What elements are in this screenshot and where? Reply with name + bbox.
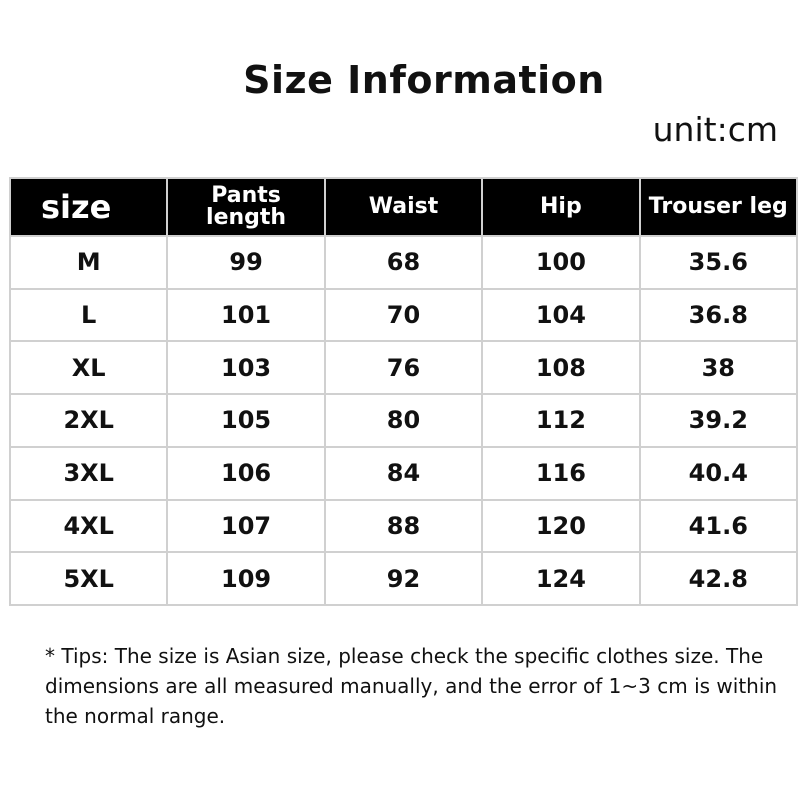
cell-size: M xyxy=(8,235,169,290)
cell-waist: 76 xyxy=(323,340,484,396)
size-table: size Pants length Waist Hip Trouser leg … xyxy=(8,177,799,606)
header-pants-length: Pants length xyxy=(166,177,326,237)
cell-hip: 100 xyxy=(481,235,641,290)
cell-size: 5XL xyxy=(8,551,169,606)
table-row: 5XL 109 92 124 42.8 xyxy=(8,551,799,606)
header-trouser-leg: Trouser leg xyxy=(638,177,799,237)
cell-size: 4XL xyxy=(8,498,169,554)
cell-trouser-leg: 36.8 xyxy=(638,287,799,343)
cell-hip: 112 xyxy=(481,393,641,448)
cell-pants-length: 105 xyxy=(166,393,326,448)
cell-trouser-leg: 40.4 xyxy=(638,445,799,501)
cell-pants-length: 107 xyxy=(166,498,326,554)
cell-size: 3XL xyxy=(8,445,169,501)
cell-size: XL xyxy=(8,340,169,396)
cell-trouser-leg: 42.8 xyxy=(638,551,799,606)
header-size: size xyxy=(8,177,169,237)
table-row: L 101 70 104 36.8 xyxy=(8,287,799,343)
table-header-row: size Pants length Waist Hip Trouser leg xyxy=(8,177,799,237)
tips-text: * Tips: The size is Asian size, please c… xyxy=(45,644,778,728)
table-row: 2XL 105 80 112 39.2 xyxy=(8,393,799,448)
unit-label: unit:cm xyxy=(652,110,778,149)
cell-waist: 92 xyxy=(323,551,484,606)
cell-trouser-leg: 39.2 xyxy=(638,393,799,448)
cell-waist: 80 xyxy=(323,393,484,448)
cell-hip: 104 xyxy=(481,287,641,343)
cell-pants-length: 99 xyxy=(166,235,326,290)
table-row: M 99 68 100 35.6 xyxy=(8,235,799,290)
page-title: Size Information xyxy=(243,58,605,102)
cell-waist: 68 xyxy=(323,235,484,290)
cell-trouser-leg: 35.6 xyxy=(638,235,799,290)
cell-pants-length: 103 xyxy=(166,340,326,396)
cell-hip: 120 xyxy=(481,498,641,554)
cell-size: 2XL xyxy=(8,393,169,448)
cell-hip: 116 xyxy=(481,445,641,501)
cell-waist: 84 xyxy=(323,445,484,501)
cell-hip: 124 xyxy=(481,551,641,606)
table-row: 3XL 106 84 116 40.4 xyxy=(8,445,799,501)
cell-pants-length: 101 xyxy=(166,287,326,343)
cell-pants-length: 106 xyxy=(166,445,326,501)
header-hip: Hip xyxy=(481,177,641,237)
cell-pants-length: 109 xyxy=(166,551,326,606)
cell-waist: 88 xyxy=(323,498,484,554)
cell-size: L xyxy=(8,287,169,343)
table-row: XL 103 76 108 38 xyxy=(8,340,799,396)
cell-trouser-leg: 41.6 xyxy=(638,498,799,554)
table-row: 4XL 107 88 120 41.6 xyxy=(8,498,799,554)
cell-hip: 108 xyxy=(481,340,641,396)
cell-trouser-leg: 38 xyxy=(638,340,799,396)
header-waist: Waist xyxy=(323,177,484,237)
cell-waist: 70 xyxy=(323,287,484,343)
